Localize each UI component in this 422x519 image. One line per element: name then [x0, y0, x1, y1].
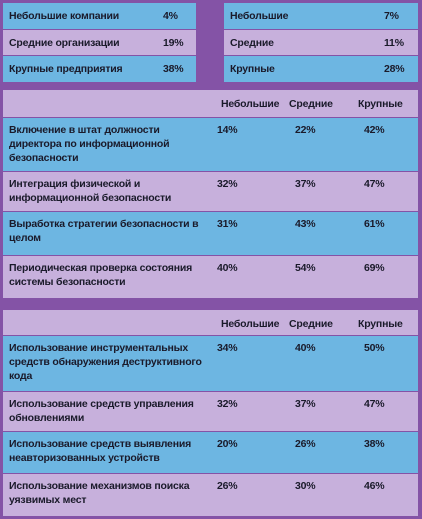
row-value: 14%: [217, 124, 238, 136]
row-value: 47%: [364, 178, 385, 190]
row-value: 26%: [295, 438, 316, 450]
table-row: Использование средств выявления неавтори…: [3, 432, 418, 473]
row-label: Небольшие: [230, 10, 289, 22]
column-header: Крупные: [358, 98, 403, 110]
table-row: Крупные предприятия 38%: [3, 56, 196, 82]
row-value: 40%: [295, 342, 316, 354]
row-value: 11%: [384, 37, 404, 49]
row-value: 46%: [364, 480, 385, 492]
row-value: 22%: [295, 124, 316, 136]
row-value: 54%: [295, 262, 316, 274]
row-value: 47%: [364, 398, 385, 410]
row-value: 7%: [384, 10, 399, 22]
row-value: 40%: [217, 262, 238, 274]
table-row: Использование механизмов поиска уязвимых…: [3, 474, 418, 516]
row-value: 20%: [217, 438, 238, 450]
table-row: Периодическая проверка состояния системы…: [3, 256, 418, 298]
row-value: 61%: [364, 218, 385, 230]
row-label: Крупные предприятия: [9, 63, 123, 75]
data-table: Небольшие Средние Крупные Использование инс…: [3, 310, 418, 517]
table-row: Небольшие 7%: [224, 3, 418, 29]
row-label: Выработка стратегии безопасности в целом: [9, 218, 199, 244]
header-row: Небольшие Средние Крупные: [3, 310, 418, 335]
table-row: Выработка стратегии безопасности в целом…: [3, 212, 418, 255]
summary-table: Небольшие 7% Средние 11% Крупные 28%: [224, 3, 418, 83]
row-value: 26%: [217, 480, 238, 492]
row-value: 50%: [364, 342, 385, 354]
row-value: 43%: [295, 218, 316, 230]
table-row: Использование инструментальных средств о…: [3, 336, 418, 391]
row-value: 42%: [364, 124, 385, 136]
row-label: Небольшие компании: [9, 10, 120, 22]
column-header: Крупные: [358, 318, 403, 330]
row-value: 32%: [217, 398, 238, 410]
row-label: Средние организации: [9, 37, 120, 49]
row-label: Интеграция физической и информационной б…: [9, 178, 172, 204]
column-header: Небольшие: [221, 318, 280, 330]
row-value: 4%: [163, 10, 178, 22]
row-value: 37%: [295, 398, 316, 410]
row-label: Периодическая проверка состояния системы…: [9, 262, 193, 288]
row-value: 30%: [295, 480, 316, 492]
row-value: 38%: [163, 63, 184, 75]
data-table: Небольшие Средние Крупные Включение в штат …: [3, 90, 418, 299]
column-header: Небольшие: [221, 98, 280, 110]
row-label: Средние: [230, 37, 274, 49]
row-label: Использование средств выявления неавтори…: [9, 438, 192, 464]
row-value: 32%: [217, 178, 238, 190]
row-value: 38%: [364, 438, 385, 450]
table-row: Небольшие компании 4%: [3, 3, 196, 29]
row-value: 31%: [217, 218, 238, 230]
row-label: Крупные: [230, 63, 275, 75]
column-header: Средние: [289, 98, 333, 110]
row-value: 28%: [384, 63, 405, 75]
summary-table: Небольшие компании 4% Средние организации 1…: [3, 3, 196, 83]
row-value: 19%: [163, 37, 184, 49]
column-header: Средние: [289, 318, 333, 330]
row-value: 34%: [217, 342, 238, 354]
row-label: Включение в штат должности директора по …: [9, 124, 170, 164]
table-row: Средние 11%: [224, 30, 418, 55]
table-row: Интеграция физической и информационной б…: [3, 172, 418, 211]
row-label: Использование инструментальных средств о…: [9, 342, 202, 382]
table-row: Использование средств управления обновле…: [3, 392, 418, 431]
row-label: Использование механизмов поиска уязвимых…: [9, 480, 190, 506]
row-label: Использование средств управления обновле…: [9, 398, 194, 424]
row-value: 37%: [295, 178, 316, 190]
table-row: Крупные 28%: [224, 56, 418, 82]
row-value: 69%: [364, 262, 385, 274]
table-row: Средние организации 19%: [3, 30, 196, 55]
table-row: Включение в штат должности директора по …: [3, 118, 418, 171]
header-row: Небольшие Средние Крупные: [3, 90, 418, 117]
